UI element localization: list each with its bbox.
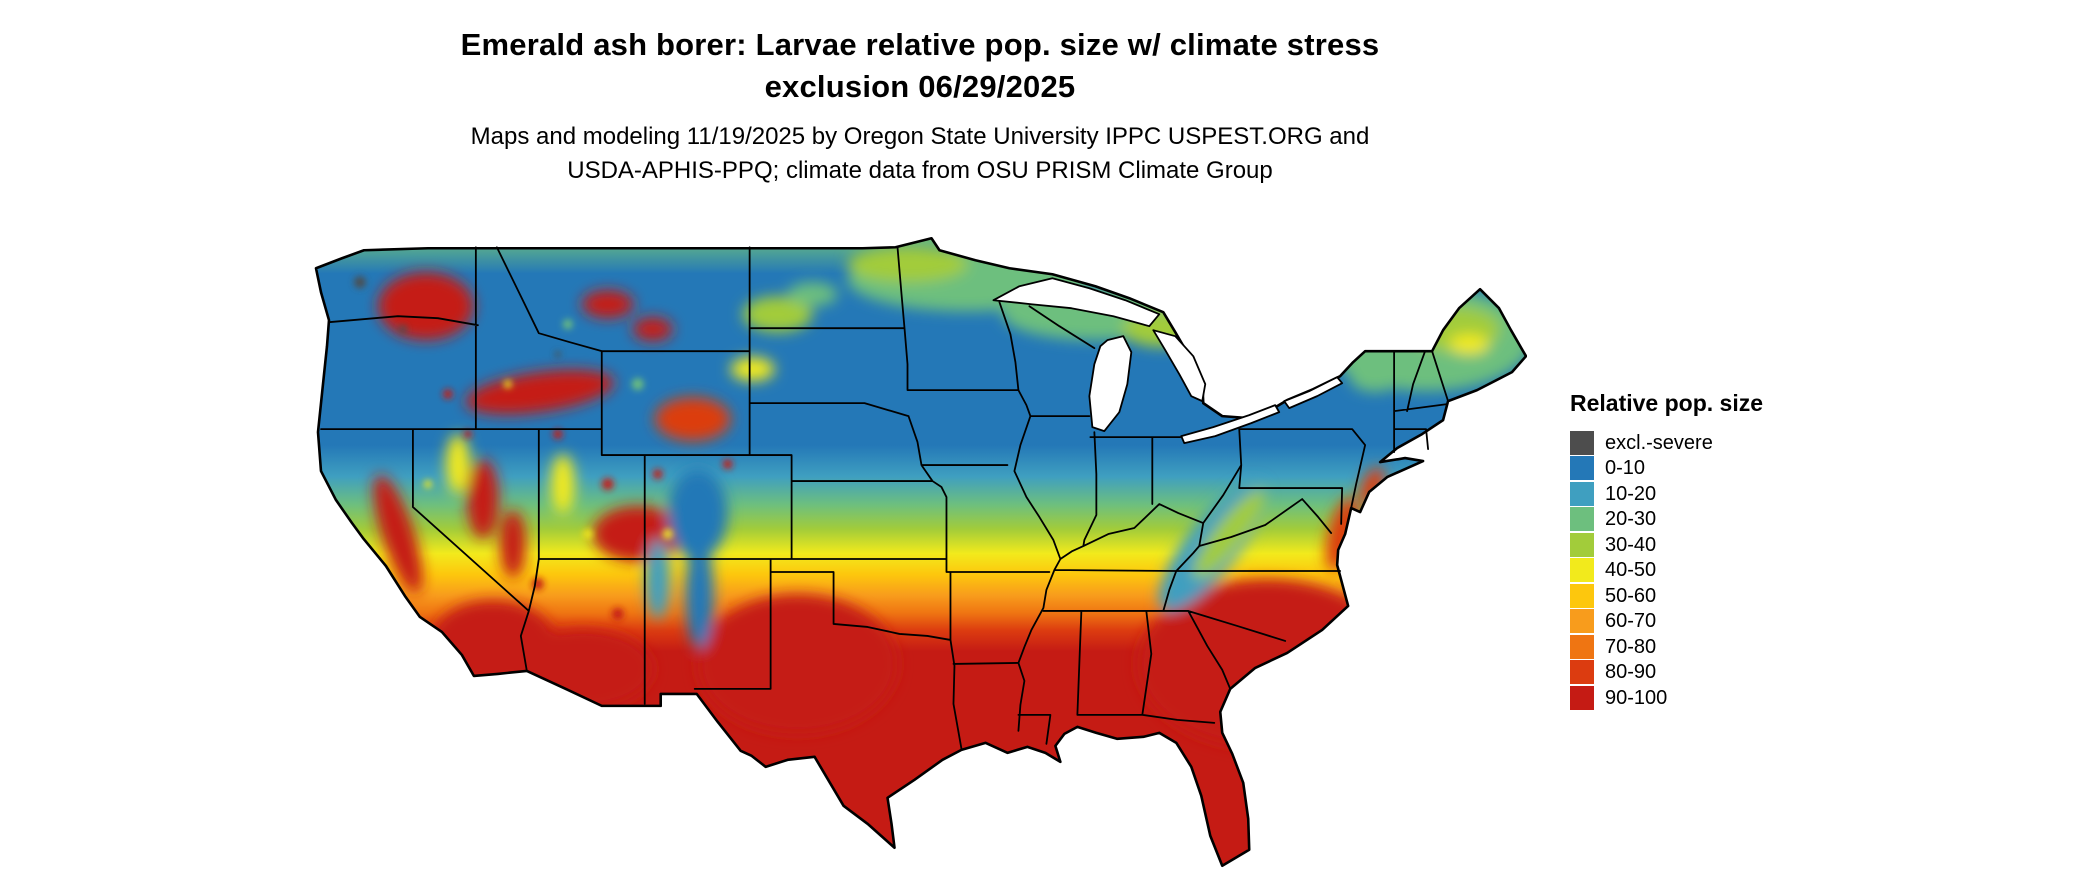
legend-item: 50-60: [1570, 583, 1830, 609]
legend-swatch: [1570, 685, 1594, 710]
lake-superior: [992, 277, 1161, 328]
legend-swatch: [1570, 532, 1594, 557]
legend-item: 60-70: [1570, 609, 1830, 635]
map-subtitle-line2: USDA-APHIS-PPQ; climate data from OSU PR…: [567, 157, 1273, 184]
legend-item-label: 0-10: [1605, 457, 1646, 480]
map-texture-specks: [353, 276, 733, 620]
legend-item-label: 40-50: [1605, 559, 1657, 582]
state-borders: [320, 246, 1449, 750]
legend-swatch: [1570, 507, 1594, 532]
legend-item-label: excl.-severe: [1605, 431, 1713, 454]
legend-item: excl.-severe: [1570, 430, 1830, 456]
legend-title: Relative pop. size: [1570, 390, 1764, 416]
legend-item-label: 90-100: [1605, 686, 1668, 709]
map-title-line2: exclusion 06/29/2025: [764, 69, 1076, 104]
lake-michigan: [1088, 335, 1133, 433]
map-subtitle-line1: Maps and modeling 11/19/2025 by Oregon S…: [470, 123, 1370, 150]
lake-erie: [1180, 404, 1281, 444]
legend-item: 90-100: [1570, 685, 1830, 711]
legend-swatch: [1570, 660, 1594, 685]
us-map: [308, 234, 1527, 884]
great-lakes: [992, 277, 1344, 444]
legend-item: 40-50: [1570, 558, 1830, 584]
legend-swatch: [1570, 634, 1594, 659]
legend-swatch: [1570, 609, 1594, 634]
legend-item: 30-40: [1570, 532, 1830, 558]
legend-swatch: [1570, 558, 1594, 583]
legend-item: 0-10: [1570, 456, 1830, 482]
legend-item-label: 10-20: [1605, 482, 1657, 505]
page-title: Emerald ash borer: Larvae relative pop. …: [170, 24, 1670, 108]
legend: Relative pop. size excl.-severe 0-10 10-20…: [1570, 390, 1830, 711]
legend-swatch: [1570, 456, 1594, 481]
legend-swatch: [1570, 430, 1594, 455]
legend-swatch: [1570, 481, 1594, 506]
legend-item: 20-30: [1570, 507, 1830, 533]
legend-item-label: 50-60: [1605, 584, 1657, 607]
lake-huron: [1152, 329, 1207, 403]
legend-item: 10-20: [1570, 481, 1830, 507]
lake-ontario: [1283, 376, 1344, 410]
legend-item-label: 30-40: [1605, 533, 1657, 556]
page-subtitle: Maps and modeling 11/19/2025 by Oregon S…: [170, 120, 1670, 188]
legend-item-label: 20-30: [1605, 508, 1657, 531]
map-title-line1: Emerald ash borer: Larvae relative pop. …: [460, 27, 1380, 62]
us-map-svg: [314, 236, 1527, 868]
legend-item-label: 70-80: [1605, 635, 1657, 658]
legend-item-label: 60-70: [1605, 610, 1657, 633]
legend-item: 80-90: [1570, 660, 1830, 686]
legend-swatch: [1570, 583, 1594, 608]
legend-item-label: 80-90: [1605, 661, 1657, 684]
legend-items: excl.-severe 0-10 10-20 20-30 30-40 40-50 50-6…: [1570, 430, 1830, 711]
legend-item: 70-80: [1570, 634, 1830, 660]
